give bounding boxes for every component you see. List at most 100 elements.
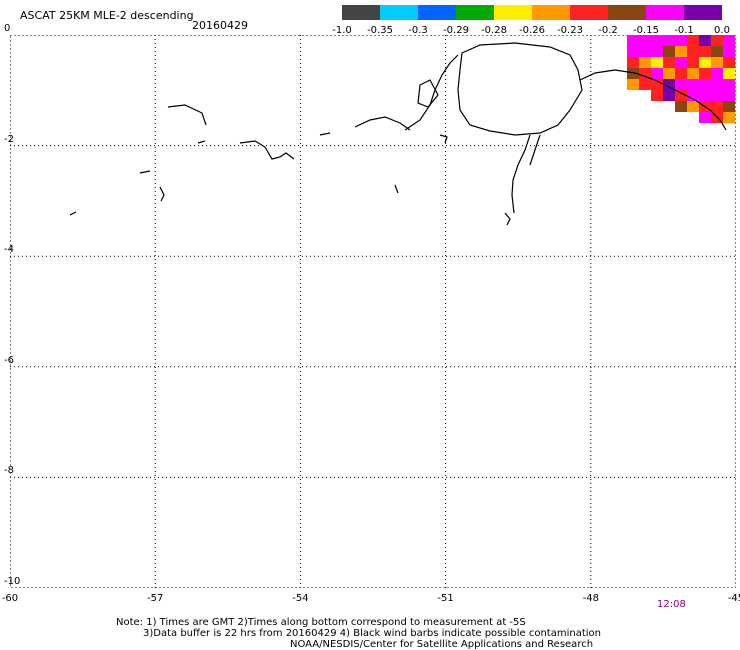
colorbar-swatch [494, 5, 532, 20]
colorbar-swatch [532, 5, 570, 20]
note-line-1: Note: 1) Times are GMT 2)Times along bot… [116, 617, 526, 628]
data-cell [639, 79, 651, 90]
data-cell [711, 46, 723, 57]
data-cell [711, 90, 723, 101]
colorbar-label: 0.0 [714, 25, 730, 36]
colorbar [342, 5, 722, 20]
colorbar-swatch [646, 5, 684, 20]
data-cell [699, 35, 711, 46]
data-cell [723, 112, 735, 123]
colorbar-swatch [608, 5, 646, 20]
colorbar-label: -0.1 [674, 25, 694, 36]
data-cell [723, 101, 735, 112]
island-c [139, 170, 151, 174]
island-g [319, 132, 331, 136]
colorbar-label: -0.35 [367, 25, 393, 36]
data-cell [663, 79, 675, 90]
colorbar-labels: -1.0 -0.35 -0.3 -0.29 -0.28 -0.26 -0.23 -0.2 -0.… [330, 25, 730, 37]
data-cell [675, 68, 687, 79]
data-cell [675, 46, 687, 57]
data-cell [699, 57, 711, 68]
colorbar-swatch [380, 5, 418, 20]
data-cell [687, 57, 699, 68]
amazon-north-coast [579, 69, 727, 131]
coastline [69, 42, 727, 226]
note-line-2: 3)Data buffer is 22 hrs from 20160429 4)… [143, 628, 601, 639]
colorbar-swatch [456, 5, 494, 20]
data-cell [627, 46, 639, 57]
y-tick-label: -6 [4, 354, 14, 366]
data-cell [699, 90, 711, 101]
colorbar-swatch [342, 5, 380, 20]
colorbar-label: -0.2 [598, 25, 618, 36]
time-label: 12:08 [657, 599, 686, 610]
data-cell [723, 68, 735, 79]
island-h [197, 140, 206, 144]
island-j [504, 212, 511, 226]
scatterometer-cells [627, 35, 735, 123]
data-cell [699, 68, 711, 79]
map-title: ASCAT 25KM MLE-2 descending [20, 9, 194, 22]
x-tick-label: -51 [437, 593, 454, 604]
y-tick-label: -8 [4, 465, 14, 477]
island-a [167, 104, 207, 126]
colorbar-swatch [418, 5, 456, 20]
tributary-west [354, 116, 411, 131]
data-cell [651, 90, 663, 101]
colorbar-label: -1.0 [332, 25, 352, 36]
colorbar-swatch [684, 5, 722, 20]
data-cell [675, 35, 687, 46]
island-e [69, 211, 77, 216]
data-cell [627, 57, 639, 68]
amazon-river-banks [404, 54, 459, 131]
data-cell [675, 79, 687, 90]
colorbar-label: -0.3 [408, 25, 428, 36]
data-cell [711, 101, 723, 112]
data-cell [711, 35, 723, 46]
amazon-channel [417, 79, 439, 108]
data-cell [627, 35, 639, 46]
data-cell [651, 68, 663, 79]
data-cell [687, 46, 699, 57]
colorbar-label: -0.26 [519, 25, 545, 36]
data-cell [675, 57, 687, 68]
colorbar-label: -0.29 [443, 25, 469, 36]
data-cell [723, 79, 735, 90]
colorbar-label: -0.28 [481, 25, 507, 36]
x-tick-label: -48 [582, 593, 599, 604]
data-cell [651, 46, 663, 57]
island-i [439, 134, 448, 144]
data-cell [663, 35, 675, 46]
map-plot [10, 35, 736, 588]
data-cell [663, 90, 675, 101]
data-cell [711, 57, 723, 68]
data-cell [723, 57, 735, 68]
data-cell [699, 79, 711, 90]
data-cell [723, 90, 735, 101]
data-cell [663, 68, 675, 79]
marajo-island [457, 42, 583, 136]
y-tick-label: -10 [4, 576, 21, 587]
data-cell [711, 79, 723, 90]
x-tick-label: -45 [727, 593, 740, 604]
x-tick-label: -60 [1, 593, 19, 604]
map-frame [10, 35, 736, 588]
data-cell [699, 46, 711, 57]
map-date: 20160429 [192, 19, 248, 32]
tocantins-river [511, 134, 531, 214]
y-tick-label: -4 [4, 244, 14, 256]
data-cell [687, 101, 699, 112]
data-cell [627, 68, 639, 79]
data-cell [687, 79, 699, 90]
data-cell [711, 68, 723, 79]
data-cell [639, 46, 651, 57]
data-cell [651, 35, 663, 46]
island-d [159, 186, 165, 202]
data-cell [699, 112, 711, 123]
x-tick-label: -57 [147, 593, 164, 604]
note-line-3: NOAA/NESDIS/Center for Satellite Applica… [290, 639, 594, 650]
data-cell [651, 57, 663, 68]
y-tick-label: 0 [4, 23, 11, 34]
island-b [239, 140, 295, 160]
data-cell [663, 57, 675, 68]
